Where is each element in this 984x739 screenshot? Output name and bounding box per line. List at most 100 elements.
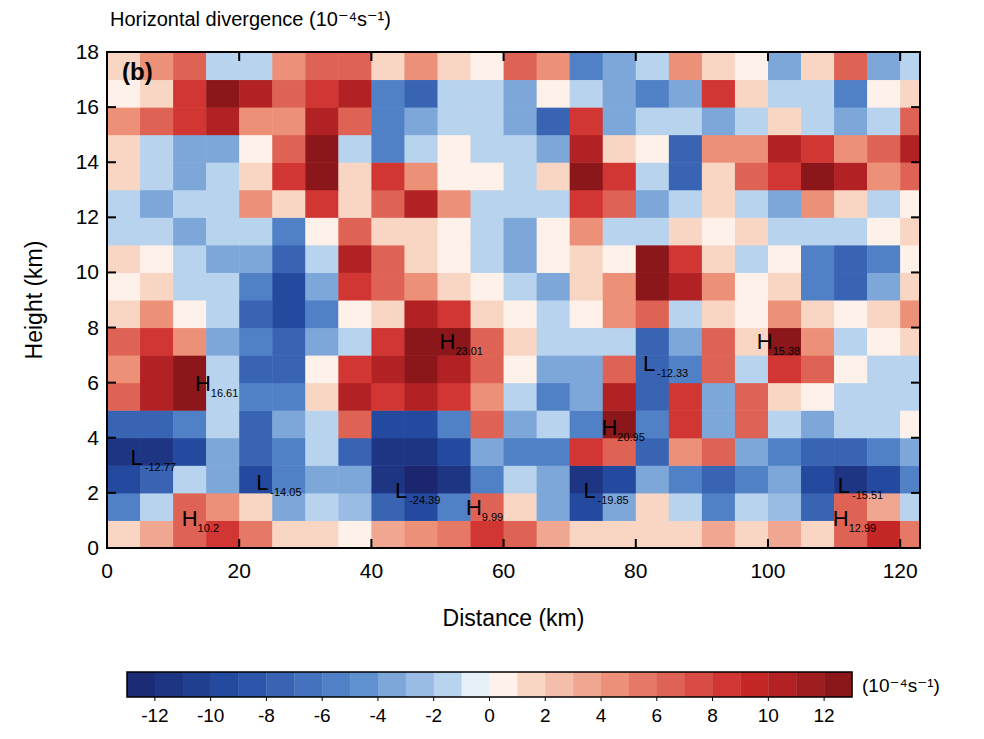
heatmap-cell [404,383,438,411]
heatmap-cell [834,355,868,383]
heatmap-cell [570,383,604,411]
heatmap-cell [404,520,438,548]
heatmap-cell [140,410,174,438]
heatmap-cell [768,410,802,438]
colorbar-tick [712,697,713,701]
background [0,0,984,739]
heatmap-cell [338,272,372,300]
heatmap-cell [140,107,174,135]
heatmap-cell [900,217,920,245]
heatmap-cell [603,217,637,245]
heatmap-cell [603,52,637,80]
annotation-letter: L [838,473,850,498]
heatmap-cell [669,465,703,493]
heatmap-cell [768,135,802,163]
colorbar-box [796,672,824,697]
heatmap-cell [801,80,835,108]
x-tick [899,539,901,548]
heatmap-cell [570,410,604,438]
heatmap-cell [768,465,802,493]
heatmap-cell [537,438,571,466]
heatmap-cell [900,465,920,493]
heatmap-cell [669,80,703,108]
heatmap-cell [471,162,505,190]
heatmap-cell [107,300,141,328]
heatmap-cell [437,465,471,493]
colorbar-label: (10⁻⁴s⁻¹) [862,675,940,696]
x-tick [503,52,505,61]
heatmap-cell [900,190,920,218]
colorbar-box [824,672,852,697]
heatmap-cell [107,245,141,273]
colorbar-tick [210,697,211,701]
y-tick [911,51,920,53]
heatmap-cell [305,355,339,383]
heatmap-cell [504,328,538,356]
heatmap-cell [173,80,207,108]
x-tick [238,52,240,61]
heatmap-cell [140,328,174,356]
heatmap-cell [371,520,405,548]
x-tick [106,52,108,61]
heatmap-cell [107,190,141,218]
heatmap-cell [437,438,471,466]
heatmap-cell [900,52,920,80]
x-tick-label: 80 [624,559,647,582]
x-tick [238,539,240,548]
heatmap-cell [537,300,571,328]
heatmap-cell [636,162,670,190]
heatmap-cell [305,135,339,163]
heatmap-cell [537,520,571,548]
heatmap-cell [305,80,339,108]
colorbar-box [434,672,462,697]
heatmap-cell [471,520,505,548]
heatmap-cell [437,245,471,273]
heatmap-cell [603,383,637,411]
heatmap-cell [570,107,604,135]
y-tick-label: 18 [76,40,99,63]
heatmap-cell [570,438,604,466]
heatmap-cell [371,438,405,466]
heatmap-cell [305,272,339,300]
heatmap-cell [669,520,703,548]
heatmap-cell [239,135,273,163]
heatmap-cell [404,355,438,383]
heatmap-cell [437,190,471,218]
x-tick [370,52,372,61]
heatmap-cell [437,520,471,548]
annotation-letter: H [195,371,211,396]
heatmap-cell [173,162,207,190]
y-tick-label: 16 [76,95,99,118]
colorbar-tick-label: 0 [484,705,495,726]
heatmap-cell [272,328,306,356]
heatmap-cell [404,465,438,493]
heatmap-cell [900,135,920,163]
heatmap-cell [437,272,471,300]
heatmap-cell [636,493,670,521]
heatmap-cell [239,438,273,466]
heatmap-cell [669,493,703,521]
heatmap-cell [900,107,920,135]
heatmap-cell [107,107,141,135]
heatmap-cell [140,493,174,521]
heatmap-cell [305,245,339,273]
heatmap-cell [669,162,703,190]
heatmap-cell [471,190,505,218]
heatmap-cell [173,52,207,80]
colorbar-box [490,672,518,697]
heatmap-cell [570,355,604,383]
heatmap-cell [867,162,901,190]
heatmap-cell [173,272,207,300]
heatmap-cell [140,272,174,300]
heatmap-cell [801,162,835,190]
heatmap-cell [371,410,405,438]
x-tick-label: 100 [750,559,785,582]
heatmap-cell [537,107,571,135]
heatmap-cell [371,107,405,135]
y-tick [911,216,920,218]
heatmap-cell [305,300,339,328]
heatmap-cell [338,493,372,521]
heatmap-cell [801,328,835,356]
heatmap-cell [504,217,538,245]
heatmap-cell [768,107,802,135]
